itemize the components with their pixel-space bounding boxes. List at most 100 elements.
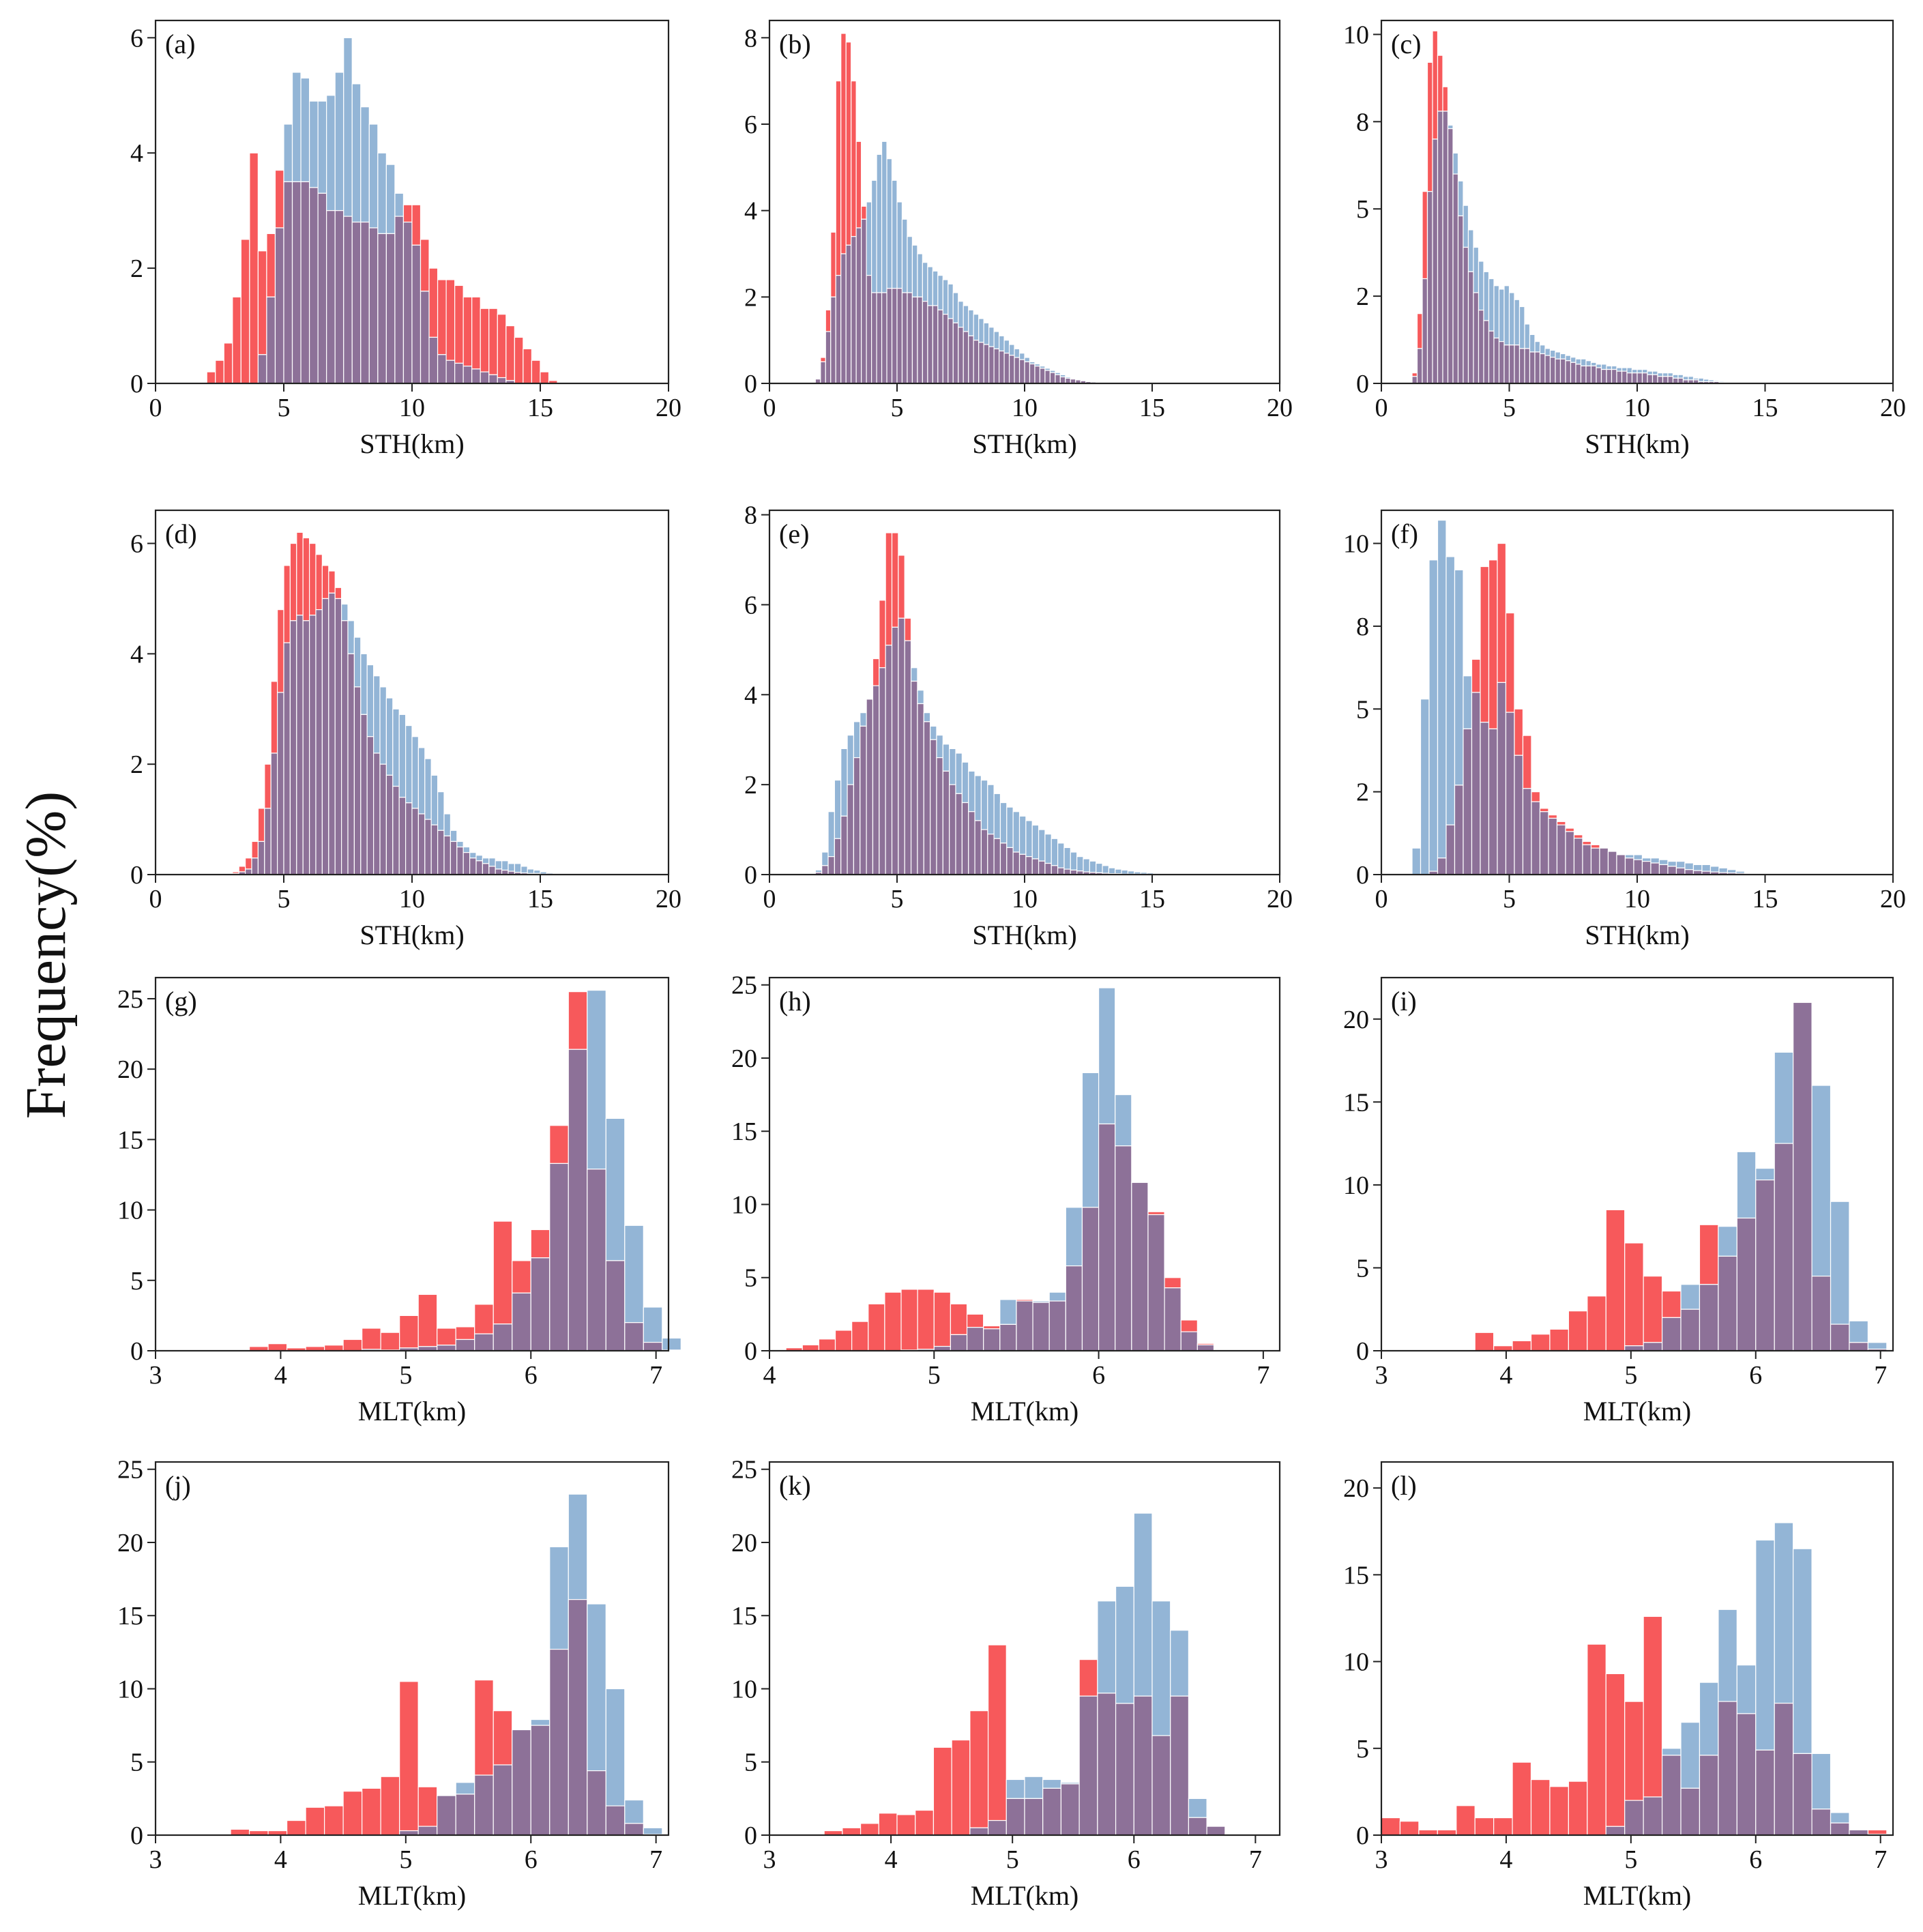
red-bar <box>1488 559 1498 729</box>
blue-bar <box>1631 368 1638 374</box>
blue-bar <box>351 83 362 223</box>
red-bar <box>818 1338 836 1351</box>
blue-bar <box>353 636 362 688</box>
overlap-bar <box>605 1260 626 1351</box>
blue-bar <box>605 1117 626 1261</box>
overlap-bar <box>530 1257 551 1351</box>
x-tick-label: 10 <box>1012 394 1038 422</box>
blue-bar <box>1575 358 1582 365</box>
blue-bar <box>360 653 368 715</box>
x-tick-label: 5 <box>278 885 291 913</box>
blue-bar <box>1636 368 1643 374</box>
blue-bar <box>385 697 394 776</box>
panel-tag: (f) <box>1391 518 1418 549</box>
x-tick-label: 5 <box>1006 1845 1019 1874</box>
blue-bar <box>911 244 918 297</box>
overlap-bar <box>827 856 835 875</box>
red-bar <box>951 1739 971 1836</box>
blue-bar <box>847 735 855 785</box>
blue-bar <box>508 863 515 872</box>
blue-bar <box>568 1493 588 1600</box>
overlap-bar <box>851 236 857 384</box>
overlap-bar <box>1573 837 1583 875</box>
y-tick-label: 15 <box>117 1602 143 1630</box>
x-tick-label: 5 <box>399 1361 412 1390</box>
x-tick-label: 15 <box>1139 885 1165 913</box>
red-bar <box>1474 1817 1495 1836</box>
overlap-bar <box>549 1648 569 1836</box>
overlap-bar <box>1454 785 1464 875</box>
overlap-bar <box>1534 351 1541 384</box>
overlap-bar <box>512 1292 531 1351</box>
subplot-b: 0 5 10 15 20 0 2 4 6 8 STH(km) (b) <box>744 19 1293 459</box>
overlap-bar <box>1467 271 1474 384</box>
red-bar <box>950 1303 968 1336</box>
overlap-bar <box>469 858 477 875</box>
red-bar <box>1437 1829 1457 1836</box>
y-tick-label: 6 <box>130 24 143 53</box>
blue-bar <box>932 270 939 306</box>
overlap-bar <box>1471 692 1481 875</box>
blue-bar <box>1031 824 1040 860</box>
x-tick-label: 10 <box>1624 394 1650 422</box>
y-tick-label: 0 <box>130 370 143 398</box>
overlap-bar <box>1755 1749 1775 1836</box>
y-tick-label: 8 <box>744 24 757 53</box>
x-tick-label: 6 <box>1749 1845 1762 1874</box>
overlap-bar <box>1667 866 1677 875</box>
overlap-bar <box>950 1334 968 1351</box>
red-bar <box>342 1791 363 1836</box>
overlap-bar <box>1048 1300 1066 1351</box>
y-tick-label: 0 <box>130 861 143 890</box>
x-tick-label: 7 <box>649 1361 662 1390</box>
overlap-bar <box>474 1774 494 1836</box>
red-bar <box>885 532 893 646</box>
red-bar <box>1531 791 1541 802</box>
blue-bar <box>1667 372 1674 377</box>
overlap-bar <box>1570 362 1576 384</box>
red-bar <box>1568 1311 1588 1351</box>
overlap-bar <box>1616 854 1626 875</box>
overlap-bar <box>417 1826 438 1836</box>
overlap-bar <box>1611 368 1617 384</box>
x-tick-label: 15 <box>1139 394 1165 422</box>
y-tick-label: 5 <box>1356 195 1369 224</box>
x-tick-label: 3 <box>1375 1845 1388 1874</box>
blue-bar <box>1606 365 1613 370</box>
red-bar <box>830 231 836 297</box>
blue-bar <box>860 712 867 727</box>
y-tick-label: 0 <box>1356 1337 1369 1366</box>
blue-bar <box>463 846 471 853</box>
overlap-bar <box>1024 1798 1044 1836</box>
overlap-bar <box>1115 1145 1132 1351</box>
panel-tag: (l) <box>1391 1470 1417 1501</box>
red-bar <box>1147 1211 1165 1216</box>
blue-bar <box>1115 1094 1132 1147</box>
x-tick-label: 5 <box>1624 1845 1637 1874</box>
blue-bar <box>1727 869 1737 874</box>
blue-bar <box>978 318 984 343</box>
y-tick-label: 15 <box>1343 1561 1369 1590</box>
red-bar <box>915 1809 935 1836</box>
blue-bar <box>1830 1201 1850 1325</box>
blue-bar <box>901 218 908 293</box>
x-tick-label: 4 <box>274 1845 287 1874</box>
overlap-bar <box>1680 1308 1701 1351</box>
overlap-bar <box>341 620 349 875</box>
red-bar <box>238 866 246 873</box>
blue-bar <box>1633 854 1643 860</box>
overlap-bar <box>1585 365 1592 384</box>
overlap-bar <box>1539 811 1549 875</box>
x-tick-label: 10 <box>399 885 425 913</box>
overlap-bar <box>1658 864 1669 875</box>
overlap-bar <box>1600 368 1607 384</box>
red-bar <box>868 1303 885 1351</box>
overlap-bar <box>896 288 903 384</box>
overlap-bar <box>993 348 1000 384</box>
overlap-bar <box>861 218 867 384</box>
red-bar <box>1426 61 1433 192</box>
blue-bar <box>1529 334 1536 353</box>
red-bar <box>402 204 413 223</box>
y-tick-label: 5 <box>1356 695 1369 724</box>
